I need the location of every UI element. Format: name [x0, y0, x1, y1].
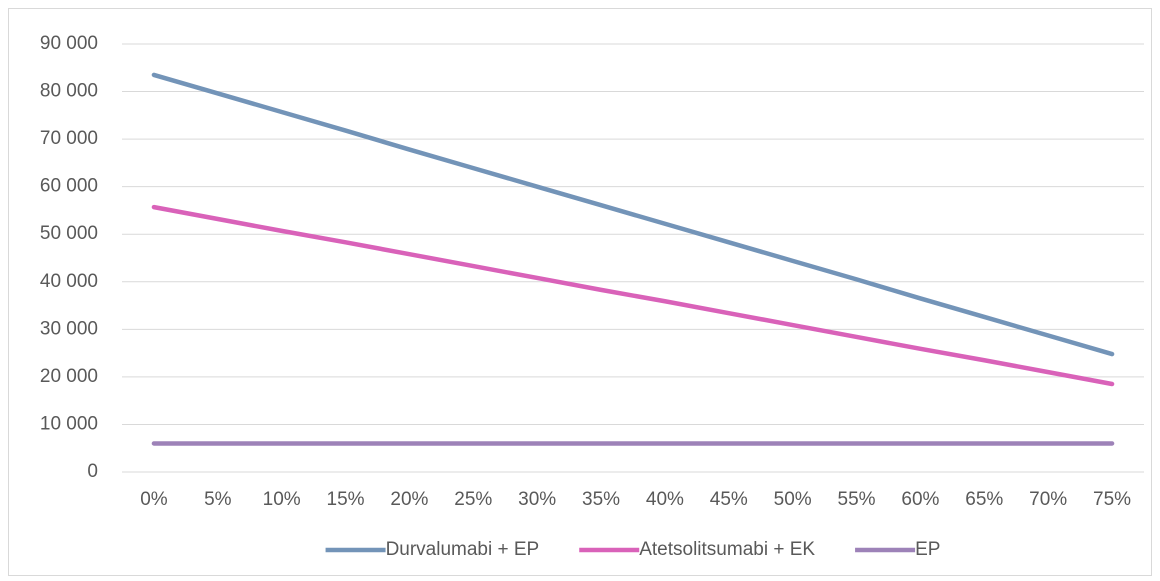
y-tick-label: 40 000: [40, 271, 98, 292]
x-tick-label: 15%: [327, 489, 365, 510]
series-line: [151, 204, 1115, 387]
y-tick-label: 0: [87, 461, 98, 482]
x-tick-label: 60%: [901, 489, 939, 510]
chart-frame: [8, 8, 1152, 576]
y-tick-label: 20 000: [40, 366, 98, 387]
x-tick-label: 25%: [454, 489, 492, 510]
x-tick-label: 50%: [774, 489, 812, 510]
x-tick-label: 20%: [390, 489, 428, 510]
x-tick-label: 5%: [204, 489, 232, 510]
x-tick-label: 45%: [710, 489, 748, 510]
legend-label: Atetsolitsumabi + EK: [639, 539, 815, 560]
y-tick-label: 60 000: [40, 176, 98, 197]
x-tick-label: 70%: [1029, 489, 1067, 510]
y-tick-label: 30 000: [40, 318, 98, 339]
y-tick-label: 10 000: [40, 413, 98, 434]
x-tick-label: 40%: [646, 489, 684, 510]
x-tick-label: 65%: [965, 489, 1003, 510]
x-tick-label: 10%: [263, 489, 301, 510]
y-tick-label: 80 000: [40, 81, 98, 102]
y-tick-label: 90 000: [40, 33, 98, 54]
x-tick-label: 55%: [838, 489, 876, 510]
y-tick-label: 70 000: [40, 128, 98, 149]
legend-label: Durvalumabi + EP: [386, 539, 540, 560]
x-tick-label: 0%: [140, 489, 168, 510]
x-tick-label: 75%: [1093, 489, 1131, 510]
legend-label: EP: [915, 539, 940, 560]
x-tick-label: 35%: [582, 489, 620, 510]
series-line: [151, 72, 1115, 357]
x-tick-label: 30%: [518, 489, 556, 510]
y-tick-label: 50 000: [40, 223, 98, 244]
